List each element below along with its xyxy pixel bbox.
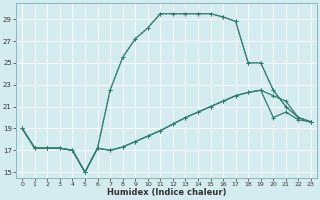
X-axis label: Humidex (Indice chaleur): Humidex (Indice chaleur) bbox=[107, 188, 226, 197]
